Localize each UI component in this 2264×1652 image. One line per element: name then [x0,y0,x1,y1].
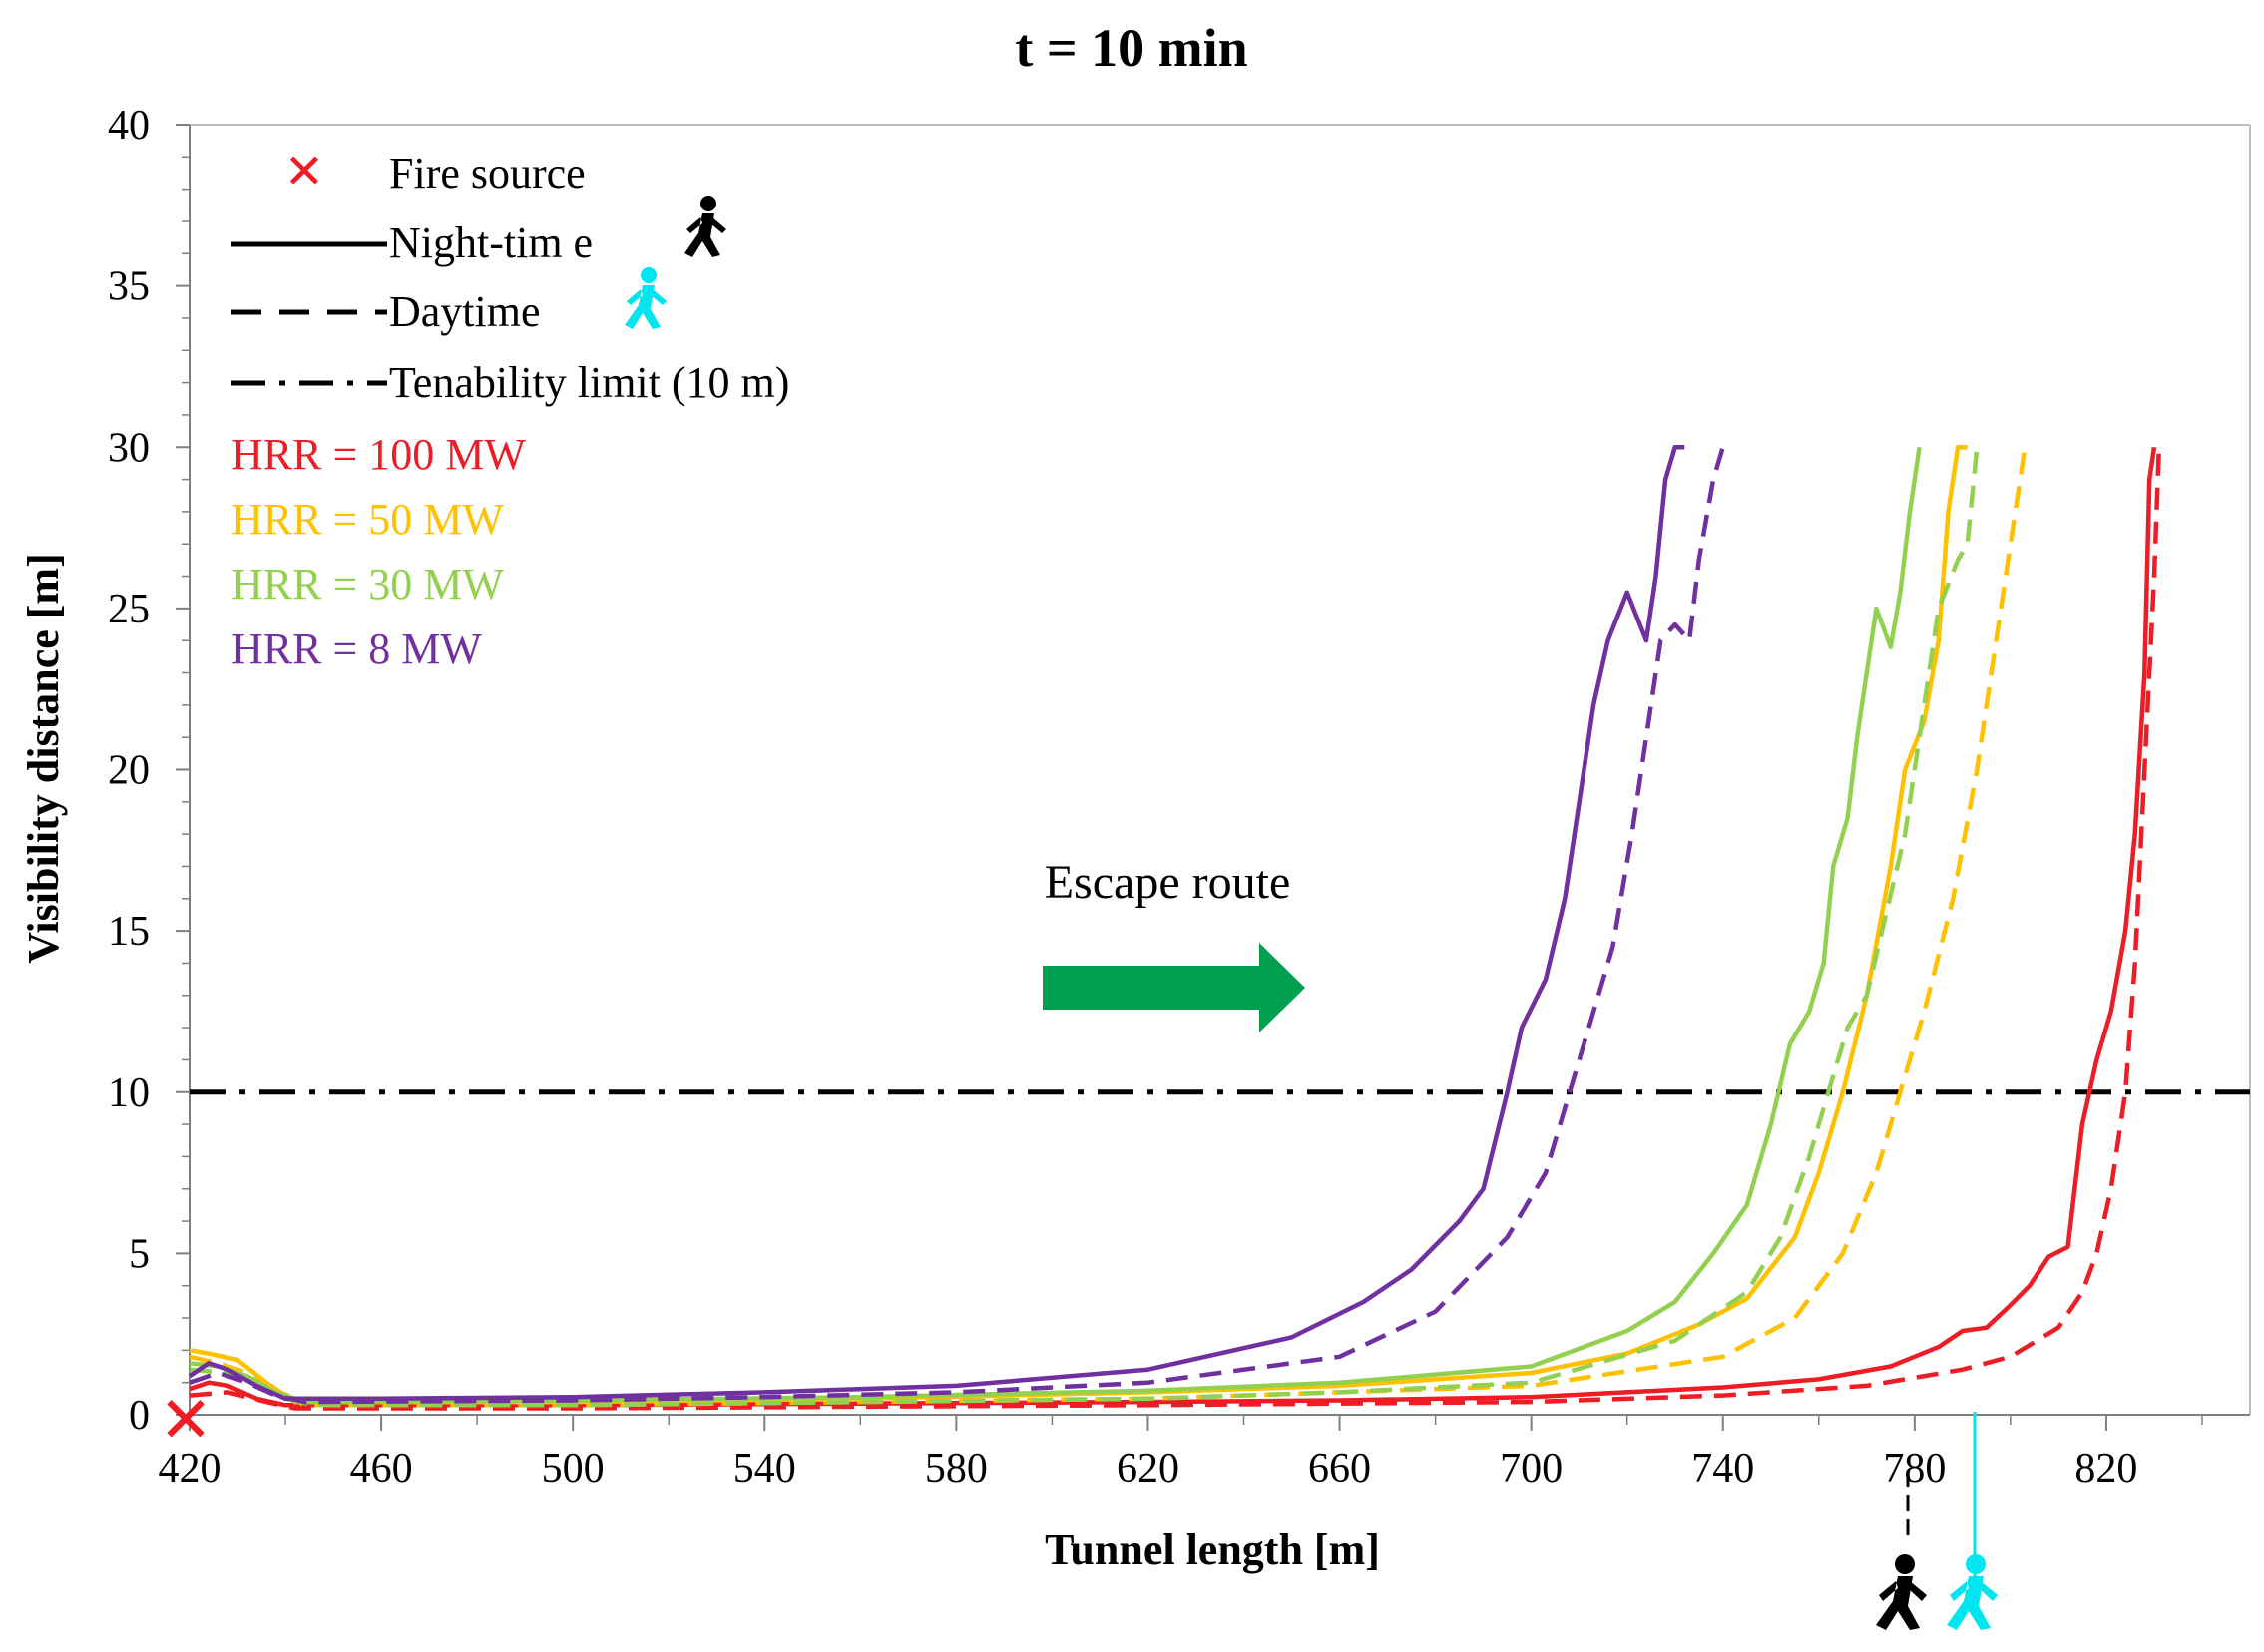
series-line [189,447,2162,1411]
escape-route-annotation: Escape route [1043,856,1305,1032]
walking-person-icon [684,196,726,257]
legend-limit: Tenability limit (10 m) [231,358,789,407]
hrr-label: HRR = 30 MW [231,560,504,609]
x-tick-label: 780 [1883,1446,1946,1492]
x-axis-title: Tunnel length [m] [1045,1525,1380,1574]
x-tick-label: 740 [1691,1446,1754,1492]
hrr-labels: HRR = 100 MW HRR = 50 MW HRR = 30 MW HRR = … [231,430,526,673]
series-line [188,445,1685,1402]
day-walker-icon [1947,1554,1998,1630]
x-tick-label: 660 [1308,1446,1371,1492]
fire-source-x-icon: ✕ [284,144,324,200]
fire-source-marker: ✕ [159,1384,213,1457]
y-tick-label: 20 [108,748,150,794]
legend-night: Night-tim e [231,196,726,267]
x-tick-label: 460 [350,1446,413,1492]
series-line [189,447,1980,1408]
legend-day: Daytime [231,267,667,336]
escape-route-label: Escape route [1045,856,1291,909]
legend-label-day: Daytime [389,287,541,336]
x-tick-label: 500 [542,1446,605,1492]
legend-label-fire-source: Fire source [389,149,586,198]
y-tick-label: 30 [108,425,150,471]
y-tick-label: 25 [108,587,150,632]
hrr-label: HRR = 100 MW [231,430,526,479]
y-tick-label: 35 [108,264,150,310]
y-tick-label: 15 [108,909,150,955]
series-lines [188,445,2162,1411]
escape-route-arrow-icon [1043,943,1305,1032]
y-axis-title: Visibility distance [m] [19,553,68,963]
axes: 0 5 10 15 20 25 30 35 40 420 460 500 540 580 620 660 700… [108,103,2251,1492]
series-line [189,446,1922,1405]
x-tick-label: 420 [159,1446,222,1492]
x-tick-label: 820 [2074,1446,2137,1492]
night-walker-icon [1876,1554,1927,1630]
legend-fire-source: ✕ Fire source [284,144,586,200]
x-tick-label: 700 [1500,1446,1563,1492]
legend-label-night: Night-tim e [389,218,593,267]
x-tick-label: 540 [733,1446,796,1492]
legend-label-limit: Tenability limit (10 m) [389,358,789,407]
y-tick-label: 40 [108,103,150,149]
x-tick-label: 580 [925,1446,988,1492]
y-tick-label: 10 [108,1070,150,1116]
hrr-label: HRR = 50 MW [231,495,504,544]
walker-markers [1876,1412,1998,1630]
legend: ✕ Fire source Night-tim e Daytime Tenabi… [231,144,789,673]
y-tick-label: 5 [129,1231,150,1277]
chart-title: t = 10 min [1015,18,1247,78]
hrr-label: HRR = 8 MW [231,624,482,673]
y-tick-label: 0 [129,1393,150,1439]
series-line [189,446,1725,1405]
x-tick-label: 620 [1117,1446,1179,1492]
walking-person-cyan-icon [625,267,667,329]
